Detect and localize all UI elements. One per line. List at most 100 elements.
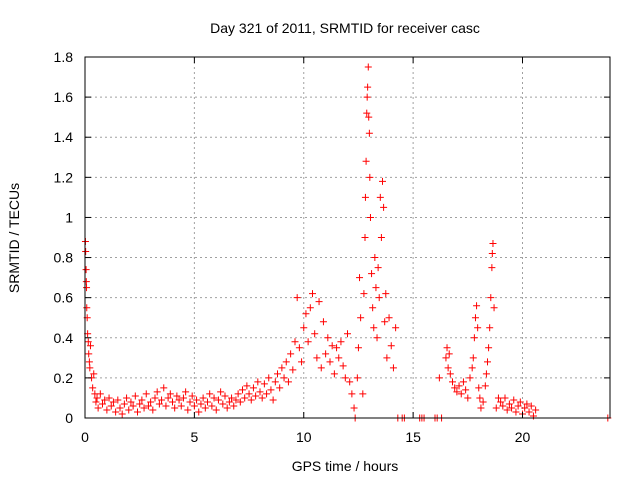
data-point — [85, 358, 93, 366]
data-point — [136, 400, 144, 408]
data-point — [501, 394, 509, 402]
data-point — [362, 157, 370, 165]
data-point — [147, 398, 155, 406]
data-point — [291, 338, 299, 346]
data-point — [369, 304, 377, 312]
data-point — [249, 384, 257, 392]
data-point — [99, 400, 106, 408]
data-point — [387, 342, 395, 350]
data-point — [326, 358, 334, 366]
data-point — [446, 370, 454, 378]
data-point — [221, 392, 229, 400]
data-point — [93, 394, 101, 402]
data-point — [90, 370, 98, 378]
data-point — [380, 203, 388, 211]
data-point — [300, 324, 308, 332]
data-point — [479, 398, 487, 406]
data-point — [309, 290, 316, 298]
y-tick-label: 0.6 — [54, 290, 74, 306]
data-point — [162, 402, 170, 410]
data-point — [516, 398, 524, 406]
data-point — [466, 374, 474, 382]
data-point — [473, 302, 481, 310]
data-point — [470, 334, 478, 342]
data-point — [109, 398, 117, 406]
data-point — [225, 398, 233, 406]
data-point — [324, 334, 332, 342]
data-point — [494, 394, 502, 402]
data-point — [330, 370, 338, 378]
data-point — [337, 338, 345, 346]
data-point — [487, 294, 495, 302]
data-point — [475, 384, 483, 392]
grid-lines — [85, 57, 610, 418]
data-point — [278, 364, 286, 372]
data-point — [374, 264, 382, 272]
data-point — [319, 318, 327, 326]
data-point — [468, 364, 476, 372]
x-tick-label: 0 — [81, 429, 89, 445]
data-point — [92, 398, 100, 406]
y-tick-label: 1 — [65, 209, 73, 225]
data-point — [258, 394, 266, 402]
y-tick-label: 0 — [65, 410, 73, 426]
data-point — [175, 396, 183, 404]
data-point — [219, 400, 227, 408]
data-point — [497, 398, 505, 406]
data-point — [521, 404, 529, 412]
data-point — [298, 358, 306, 366]
data-point — [140, 404, 148, 412]
data-point — [373, 334, 381, 342]
data-point — [368, 270, 376, 278]
data-point — [149, 406, 157, 414]
data-point — [379, 177, 386, 185]
data-point — [144, 402, 152, 410]
data-point — [82, 278, 90, 286]
data-point — [508, 404, 516, 412]
data-point — [114, 396, 122, 404]
data-point — [382, 290, 390, 298]
data-point — [486, 324, 494, 332]
data-point — [89, 384, 97, 392]
data-point — [339, 362, 347, 370]
data-point — [474, 324, 482, 332]
data-point — [348, 390, 356, 398]
data-point — [443, 344, 451, 352]
data-point — [346, 378, 354, 386]
data-point — [247, 396, 255, 404]
data-point — [166, 390, 174, 398]
data-point — [82, 248, 90, 256]
y-tick-label: 0.2 — [54, 370, 74, 386]
data-point — [455, 382, 463, 390]
data-point — [510, 396, 518, 404]
data-point — [365, 129, 373, 137]
data-point — [471, 314, 479, 322]
y-tick-label: 1.8 — [54, 49, 74, 65]
y-tick-label: 1.6 — [54, 89, 74, 105]
data-point — [376, 193, 384, 201]
data-point — [201, 404, 209, 412]
data-point — [523, 400, 531, 408]
data-point — [315, 298, 323, 306]
data-point — [525, 408, 533, 416]
data-point — [199, 394, 207, 402]
data-point — [365, 113, 373, 121]
y-tick-label: 0.4 — [54, 330, 74, 346]
data-point — [383, 354, 391, 362]
data-point — [138, 396, 146, 404]
data-point — [289, 366, 297, 374]
data-point — [263, 390, 271, 398]
axis-ticks: 0 0.2 0.4 0.6 0.8 1 1.2 1.4 1.6 1.8 0 5 10 15 20 — [54, 49, 610, 445]
data-point — [451, 384, 459, 392]
data-point — [204, 398, 211, 406]
data-point — [241, 394, 249, 402]
data-point — [125, 406, 133, 414]
data-point — [333, 344, 341, 352]
data-point — [232, 396, 240, 404]
data-point — [223, 404, 231, 412]
data-point — [177, 402, 185, 410]
data-point — [435, 374, 443, 382]
data-point — [363, 93, 371, 101]
data-point — [236, 398, 244, 406]
data-point — [371, 254, 379, 262]
